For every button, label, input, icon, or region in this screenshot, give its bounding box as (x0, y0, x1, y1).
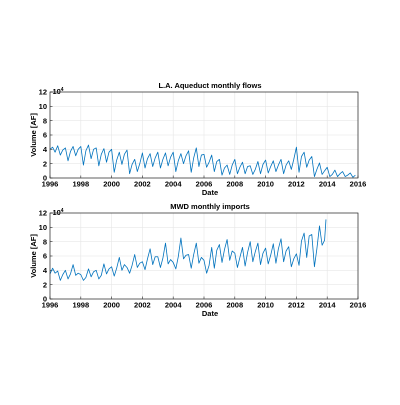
y-tick-label: 12 (39, 88, 47, 97)
plot-frame (49, 212, 359, 300)
y-tick-label: 2 (43, 159, 47, 168)
series-line (49, 144, 356, 178)
x-tick-label: 2002 (134, 301, 151, 310)
y-tick-label: 10 (39, 102, 47, 111)
x-tick-label: 2014 (319, 180, 337, 189)
y-tick-label: 6 (43, 252, 47, 261)
x-axis-label: Date (202, 309, 218, 318)
plot-frame (49, 91, 359, 179)
tick-labels: 1996 1998 2000 2002 2004 2006 2008 2010 2012 2014… (39, 88, 367, 189)
y-tick-label: 8 (43, 237, 47, 246)
y-tick-label: 0 (43, 174, 47, 183)
x-tick-label: 1998 (72, 301, 89, 310)
x-tick-label: 2004 (165, 180, 183, 189)
y-multiplier-label: 104 (52, 87, 63, 96)
tick-labels: 1996 1998 2000 2002 2004 2006 2008 2010 2012 2014… (39, 209, 367, 310)
y-tick-label: 0 (43, 295, 47, 304)
y-multiplier-base: 10 (52, 87, 60, 96)
x-tick-label: 2012 (288, 301, 305, 310)
y-multiplier-label: 104 (52, 208, 63, 217)
y-axis-label: Volume [AF] (29, 113, 38, 157)
x-tick-label: 2008 (226, 180, 243, 189)
grid (49, 91, 359, 179)
la-aqueduct-chart: L.A. Aqueduct monthly flows 104 Volume [… (29, 81, 366, 197)
y-multiplier-exponent: 4 (61, 87, 64, 93)
y-axis-label: Volume [AF] (29, 234, 38, 278)
chart-title: L.A. Aqueduct monthly flows (158, 81, 261, 90)
y-tick-label: 10 (39, 223, 47, 232)
x-tick-label: 2004 (165, 301, 183, 310)
y-tick-label: 4 (43, 145, 48, 154)
x-tick-label: 2006 (196, 180, 213, 189)
y-tick-label: 12 (39, 209, 47, 218)
mwd-imports-chart: MWD monthly imports 104 Volume [AF] Date… (29, 202, 366, 318)
y-tick-label: 4 (43, 266, 48, 275)
grid (49, 212, 359, 300)
x-axis-label: Date (202, 188, 218, 197)
y-tick-label: 8 (43, 116, 47, 125)
x-tick-label: 2016 (350, 180, 367, 189)
x-tick-label: 2012 (288, 180, 305, 189)
y-tick-label: 2 (43, 280, 47, 289)
x-tick-label: 2000 (103, 180, 120, 189)
x-tick-label: 2014 (319, 301, 337, 310)
x-tick-label: 2000 (103, 301, 120, 310)
y-multiplier-exponent: 4 (61, 208, 64, 214)
x-tick-label: 1996 (42, 301, 59, 310)
y-tick-label: 6 (43, 131, 47, 140)
x-tick-label: 2010 (257, 301, 274, 310)
x-tick-label: 2008 (226, 301, 243, 310)
x-tick-label: 2002 (134, 180, 151, 189)
x-tick-label: 2010 (257, 180, 274, 189)
x-tick-label: 1996 (42, 180, 59, 189)
x-tick-label: 2016 (350, 301, 367, 310)
chart-title: MWD monthly imports (170, 202, 250, 211)
x-tick-label: 2006 (196, 301, 213, 310)
y-multiplier-base: 10 (52, 208, 60, 217)
series-line (49, 219, 327, 281)
x-tick-label: 1998 (72, 180, 89, 189)
